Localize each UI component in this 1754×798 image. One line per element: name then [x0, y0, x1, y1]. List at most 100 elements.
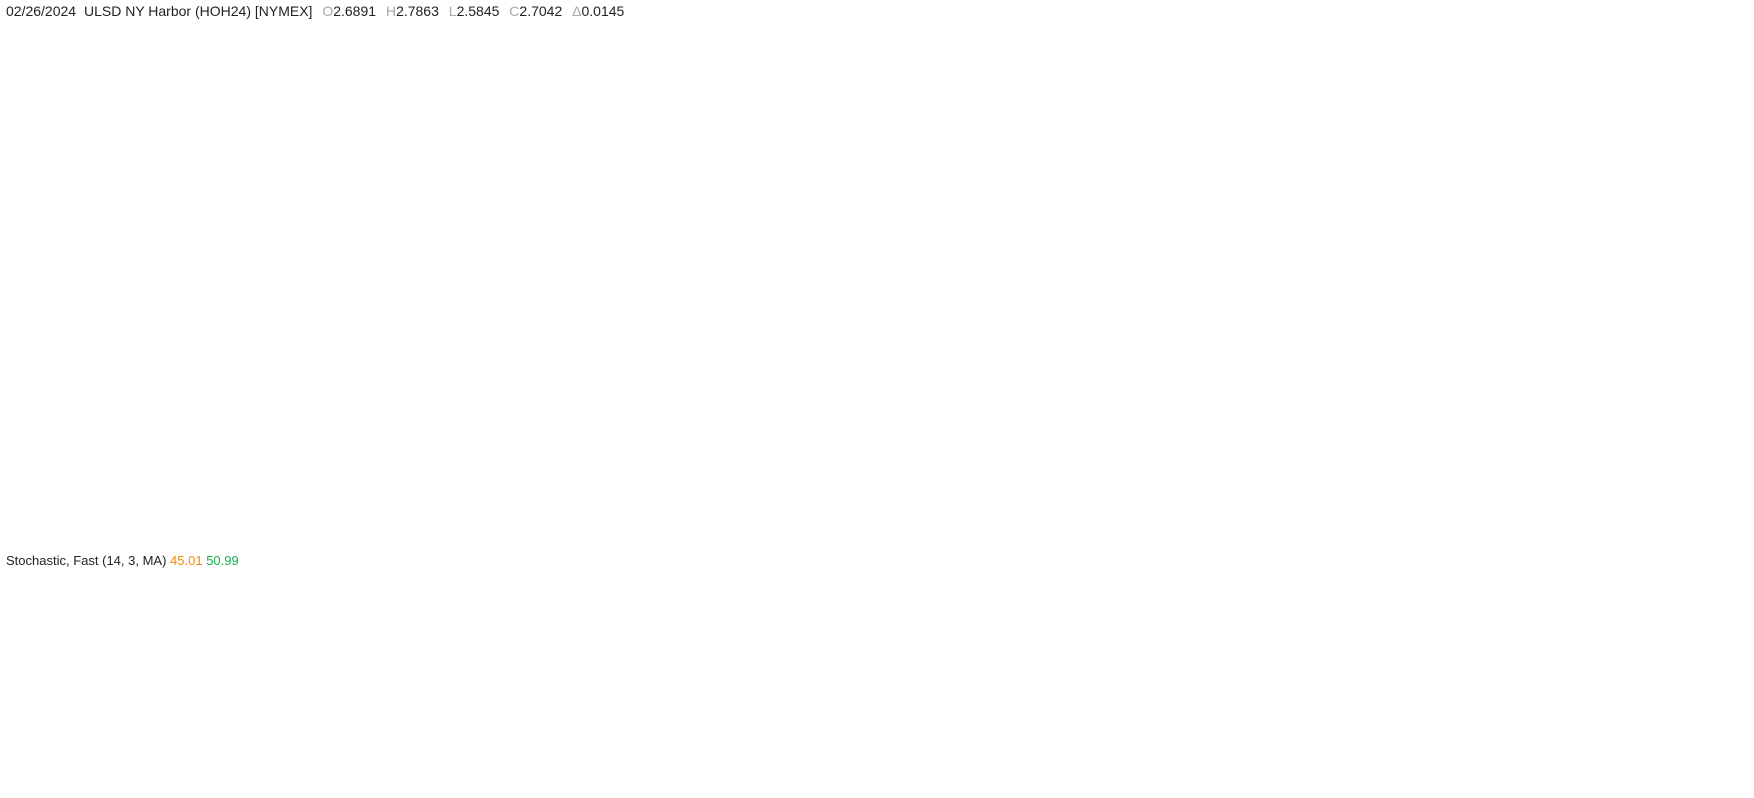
stochastic-title: Stochastic, Fast	[6, 553, 99, 568]
ohlc-bar	[672, 266, 681, 325]
ohlc-bar	[661, 289, 670, 327]
ohlc-bar	[368, 401, 377, 425]
fib-level-label: 61.8% (2.6692)	[1248, 382, 1330, 396]
ohlc-bar	[1489, 381, 1497, 410]
ohlc-bar	[818, 282, 827, 306]
ohlc-bar	[96, 465, 105, 492]
ohlc-bar	[1112, 433, 1121, 451]
fib-band	[1048, 325, 1245, 354]
ohlc-bar	[745, 211, 754, 305]
ohlc-bar	[1310, 325, 1319, 379]
fib-band	[1048, 353, 1245, 376]
ohlc-bar	[399, 365, 408, 397]
ohlc-bar	[525, 36, 534, 218]
close-value: 2.7042	[519, 3, 563, 19]
ohlc-bar	[1038, 377, 1047, 402]
ohlc-bar	[536, 79, 545, 229]
time-tick-label: Aug '22	[633, 694, 677, 709]
ohlc-bar	[766, 198, 775, 243]
ohlc-bar	[515, 203, 524, 234]
ohlc-bar	[703, 244, 712, 296]
ohlc-bar	[1080, 435, 1089, 457]
ohlc-bar	[117, 458, 126, 486]
ohlc-bar	[1342, 352, 1351, 383]
ohlc-bar	[85, 463, 94, 494]
ohlc-bar	[1363, 366, 1372, 393]
stoch-d-line	[5, 565, 1494, 676]
ohlc-bar	[1384, 397, 1393, 421]
stoch-tick-label: 50.00	[1560, 612, 1593, 627]
ohlc-bar	[965, 376, 974, 398]
price-tick-label: 5.5000	[1560, 0, 1600, 11]
ohlc-bar	[1216, 337, 1225, 368]
ohlc-bar	[441, 120, 450, 380]
stoch-d-badge-label: 50.99	[1514, 600, 1547, 615]
ohlc-bar	[64, 461, 73, 483]
stoch-tick-label: 0.00	[1560, 671, 1585, 686]
stoch-k-badge	[1500, 621, 1546, 642]
fib-level-label: 100.0% (2.1500)	[1248, 454, 1337, 468]
ohlc-bar	[1258, 318, 1267, 341]
fib-band	[1245, 311, 1505, 336]
ohlc-bar	[305, 461, 314, 485]
ohlc-bar	[881, 294, 890, 325]
chart-header: 02/26/2024 ULSD NY Harbor (HOH24) [NYMEX…	[6, 3, 624, 19]
ohlc-bar	[242, 403, 251, 432]
fib-trend-line	[1047, 280, 1246, 471]
ohlc-bar	[1017, 383, 1026, 408]
ohlc-bar	[1468, 360, 1477, 386]
ohlc-bar	[839, 318, 848, 358]
ohlc-bar	[1279, 286, 1288, 317]
ohlc-bar	[1321, 323, 1330, 354]
ohlc-bar	[1049, 387, 1058, 407]
fib-level-label: 78.6% (3.2898)	[1418, 295, 1500, 309]
ohlc-bar	[1331, 334, 1340, 366]
ohlc-bar	[420, 353, 429, 372]
open-value: 2.6891	[333, 3, 377, 19]
ohlc-bar	[54, 465, 63, 480]
stoch-d-badge	[1500, 596, 1546, 617]
time-tick-label: Apr '22	[457, 694, 498, 709]
ohlc-bar	[452, 233, 461, 306]
fib-band	[1245, 369, 1505, 390]
ohlc-bar	[1070, 425, 1079, 454]
ohlc-bar	[1122, 428, 1131, 448]
price-tick-label: 4.5000	[1560, 136, 1600, 151]
price-tick-label: 3.0000	[1560, 345, 1600, 360]
ohlc-bar	[358, 409, 367, 446]
low-label: L	[448, 3, 457, 19]
ohlc-bar	[850, 344, 859, 389]
fib-band	[1048, 397, 1245, 430]
ohlc-bar	[682, 234, 691, 281]
last-price-badge	[1506, 381, 1554, 404]
ohlc-bar	[577, 158, 586, 170]
ohlc-bar	[1394, 397, 1403, 425]
open-label: O	[322, 3, 334, 19]
fib-band	[1048, 280, 1245, 326]
header-date: 02/26/2024	[6, 3, 77, 19]
fib-trend-line	[1244, 280, 1358, 424]
ohlc-bar	[410, 356, 419, 381]
ohlc-bar	[1164, 420, 1173, 442]
ohlc-bar	[221, 406, 230, 431]
ohlc-bar	[1415, 401, 1424, 413]
ohlc-bar	[1132, 431, 1141, 454]
ohlc-bar	[347, 431, 356, 457]
ohlc-bar	[483, 211, 492, 305]
ohlc-bar	[923, 282, 932, 306]
ohlc-bar	[1237, 324, 1246, 348]
ohlc-bar	[996, 366, 1005, 393]
ohlc-bar	[1091, 433, 1100, 457]
ohlc-bar	[619, 203, 628, 262]
ohlc-bar	[1436, 376, 1445, 401]
header-instrument: ULSD NY Harbor (HOH24) [NYMEX]	[83, 3, 313, 19]
price-tick-label: 4.0000	[1560, 205, 1600, 220]
low-value: 2.5845	[456, 3, 500, 19]
ohlc-bar	[33, 467, 42, 487]
time-tick-label: Dec '23	[1356, 694, 1400, 709]
ohlc-bar	[504, 219, 513, 320]
high-label: H	[385, 3, 397, 19]
time-tick-label: Oct '22	[729, 694, 770, 709]
ohlc-bar	[211, 415, 220, 444]
